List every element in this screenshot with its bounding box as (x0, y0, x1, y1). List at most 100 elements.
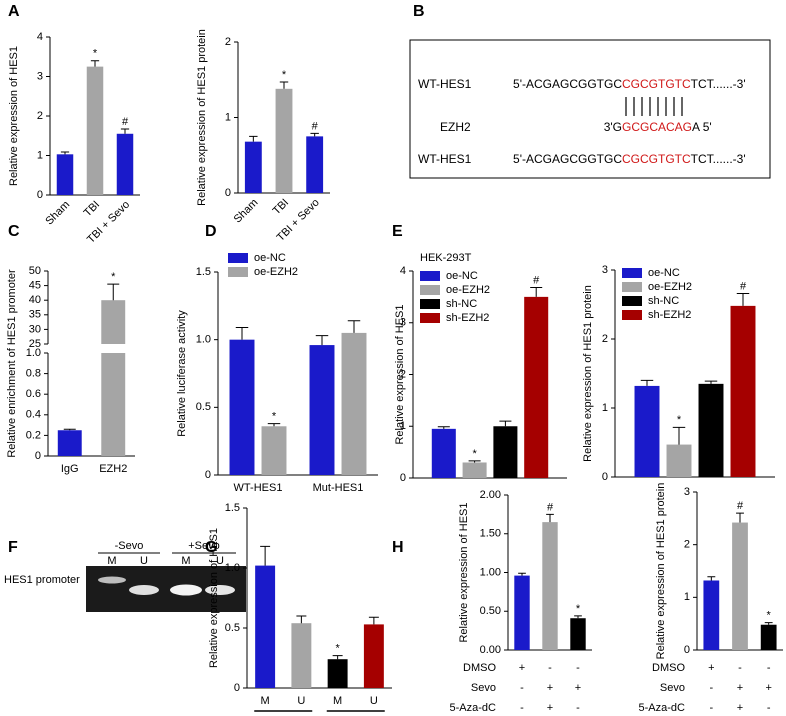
condition-mark: - (520, 682, 524, 694)
error-bar (546, 513, 554, 523)
error-bar (260, 545, 271, 566)
condition-mark: + (575, 682, 581, 694)
condition-mark: - (738, 662, 742, 674)
y-tick-label: 1.00 (480, 566, 501, 578)
y-axis-label: Relative expression of HES1 (394, 304, 406, 444)
y-axis-label: Relative expression of HES1 (8, 46, 20, 186)
sequence-tail: CGCGTGTCTCT......-3' (622, 77, 746, 91)
bar (431, 428, 456, 478)
y-tick-label: 1 (400, 420, 406, 432)
significance-mark: # (547, 501, 554, 513)
condition-mark: + (547, 682, 553, 694)
error-bar (499, 420, 512, 427)
y-tick-label: 35 (29, 309, 41, 321)
significance-mark: # (312, 120, 319, 132)
sequence-prefix: 5'-ACGAGCGGTGC (513, 152, 622, 166)
y-tick-label: 4 (37, 31, 43, 43)
bar (327, 659, 348, 688)
x-tick-label: U (297, 695, 305, 707)
y-tick-label: 3 (37, 70, 43, 82)
y-tick-label: 1.0 (26, 347, 41, 359)
pairing-lines (625, 97, 683, 116)
error-bar (518, 572, 526, 576)
condition-label: 5-Aza-dC (639, 702, 686, 714)
error-bar (296, 615, 307, 624)
bar (309, 345, 335, 475)
error-bar (764, 622, 773, 625)
y-tick-label: 30 (29, 323, 41, 335)
panel-label: C (8, 223, 20, 240)
gel-image (86, 552, 246, 612)
bar (698, 383, 724, 477)
y-tick-label: 0.6 (26, 388, 41, 400)
condition-mark: - (709, 702, 713, 714)
legend-swatch (228, 267, 248, 277)
y-tick-label: 0.50 (480, 605, 501, 617)
y-tick-label: 1.0 (225, 562, 240, 574)
sequence-tail: CGCGTGTCTCT......-3' (622, 152, 746, 166)
condition-mark: + (519, 662, 525, 674)
x-tick-label: TBI (82, 199, 103, 220)
gel-lane-label: M (107, 555, 116, 567)
legend-label: oe-NC (648, 267, 680, 279)
error-bar (235, 326, 249, 340)
sequence-prefix: 5'-ACGAGCGGTGC (513, 77, 622, 91)
legend-swatch (420, 285, 440, 295)
legend-label: sh-EZH2 (648, 309, 691, 321)
y-tick-label: 1 (602, 402, 608, 414)
legend-label: oe-EZH2 (446, 284, 490, 296)
bar (666, 444, 692, 477)
y-tick-label: 3 (400, 317, 406, 329)
x-tick-label: M (261, 695, 270, 707)
y-tick-label: 2 (400, 368, 406, 380)
significance-mark: * (767, 610, 772, 622)
y-axis-label: Relative expression of HES1 protein (655, 483, 667, 660)
significance-mark: # (740, 280, 747, 292)
gel-row-label: HES1 promoter (4, 574, 80, 586)
condition-mark: + (765, 682, 771, 694)
significance-mark: # (533, 274, 540, 286)
sequence-highlight: CGCGTGTC (622, 152, 691, 166)
sequence-suffix: TCT......-3' (691, 77, 746, 91)
chart-subtitle: HEK-293T (420, 252, 472, 264)
condition-mark: + (737, 682, 743, 694)
legend-swatch (420, 313, 440, 323)
condition-mark: - (548, 662, 552, 674)
error-bar (310, 132, 319, 137)
error-bar (640, 379, 654, 386)
y-tick-label: 0.8 (26, 368, 41, 380)
sequence-suffix: TCT......-3' (691, 152, 746, 166)
sequence-name: EZH2 (440, 120, 471, 134)
error-bar (704, 380, 718, 384)
significance-mark: # (122, 116, 129, 128)
legend-label: sh-EZH2 (446, 312, 489, 324)
bar (732, 522, 748, 650)
significance-mark: * (111, 271, 116, 283)
y-tick-label: 2 (602, 333, 608, 345)
legend-swatch (228, 253, 248, 263)
error-bar (63, 428, 76, 431)
bar (57, 430, 82, 456)
y-tick-label: 1 (225, 111, 231, 123)
x-tick-label: Sham (232, 197, 261, 226)
y-tick-label: 50 (29, 265, 41, 277)
bar (760, 624, 777, 650)
gel-lane-label: U (140, 555, 148, 567)
significance-mark: # (737, 500, 744, 512)
bar (244, 141, 262, 193)
x-tick-label: WT-HES1 (234, 482, 283, 494)
error-bar (368, 616, 379, 625)
error-bar (736, 292, 750, 306)
bar (493, 426, 518, 478)
significance-mark: * (472, 448, 477, 460)
x-tick-label: Sham (43, 199, 72, 228)
legend-label: oe-NC (254, 252, 286, 264)
condition-mark: + (737, 702, 743, 714)
legend-swatch (622, 282, 642, 292)
sequence-name: WT-HES1 (418, 152, 472, 166)
gel-group-label: +Sevo (188, 540, 220, 552)
y-tick-label: 1 (684, 591, 690, 603)
sequence-suffix: A 5' (692, 120, 712, 134)
y-tick-label: 3 (602, 264, 608, 276)
condition-label: DMSO (463, 662, 496, 674)
